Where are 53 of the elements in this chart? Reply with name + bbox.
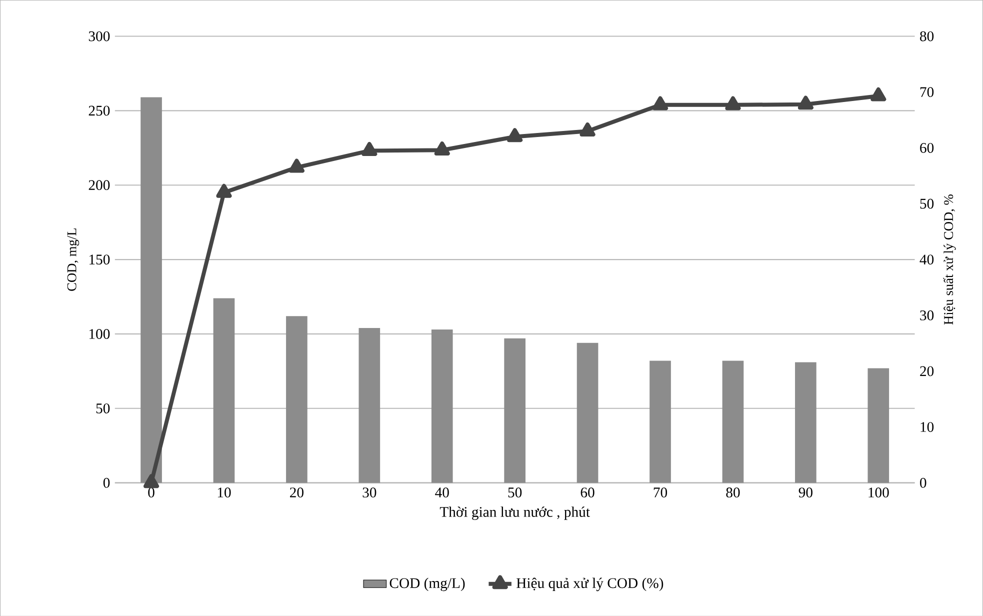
y-tick-label: 250 xyxy=(88,106,110,116)
x-tick-label: 80 xyxy=(726,487,740,498)
y2-tick-label: 30 xyxy=(920,310,934,320)
point xyxy=(725,96,741,110)
legend-label: COD (mg/L) xyxy=(390,578,465,591)
y2-tick-label: 0 xyxy=(920,478,926,488)
y2-tick-label: 60 xyxy=(920,142,934,153)
bar xyxy=(140,97,162,483)
x-tick-label: 90 xyxy=(798,487,812,498)
bar xyxy=(213,298,235,483)
point xyxy=(652,96,668,110)
bar xyxy=(431,329,453,483)
y-tick-label: 50 xyxy=(96,403,110,414)
x-axis-title: Thời gian lưu nước , phút xyxy=(440,506,590,520)
y2-tick-label: 80 xyxy=(920,31,934,42)
bar xyxy=(504,338,526,483)
point xyxy=(580,122,596,136)
point xyxy=(362,142,378,156)
point xyxy=(288,158,304,173)
y-axis-title: COD, mg/L xyxy=(67,228,80,291)
bar xyxy=(358,328,380,483)
y-tick-label: 200 xyxy=(88,180,110,190)
point xyxy=(434,141,450,156)
y-tick-label: 100 xyxy=(90,328,110,339)
x-tick-label: 50 xyxy=(508,487,522,498)
point xyxy=(216,184,232,198)
bar xyxy=(650,360,671,483)
x-tick-label: 20 xyxy=(290,487,304,498)
y-tick-label: 0 xyxy=(103,478,110,488)
y2-tick-label: 70 xyxy=(920,86,934,97)
x-tick-label: 30 xyxy=(362,487,376,498)
bar xyxy=(286,316,308,483)
y-tick-label: 300 xyxy=(88,31,110,42)
point xyxy=(798,96,814,110)
x-tick-label: 10 xyxy=(218,487,231,498)
bar xyxy=(722,360,744,483)
x-tick-label: 70 xyxy=(654,487,668,498)
bar xyxy=(576,342,598,483)
point xyxy=(870,87,886,102)
x-tick-label: 60 xyxy=(580,487,594,498)
bar xyxy=(868,368,890,483)
y2-tick-label: 50 xyxy=(920,198,934,208)
x-tick-label: 40 xyxy=(435,487,449,498)
point xyxy=(507,128,523,142)
point xyxy=(144,474,160,488)
y2-tick-label: 20 xyxy=(920,366,934,376)
bar xyxy=(795,362,816,483)
x-tick-label: 100 xyxy=(868,487,889,498)
y2-tick-label: 40 xyxy=(920,254,934,264)
y2-tick-label: 10 xyxy=(920,422,934,432)
legend-label: Hiệu quả xử lý COD (%) xyxy=(516,578,664,591)
y2-axis-title: Hiệu suất xử lý COD, % xyxy=(943,194,956,324)
y-tick-label: 150 xyxy=(90,254,110,264)
